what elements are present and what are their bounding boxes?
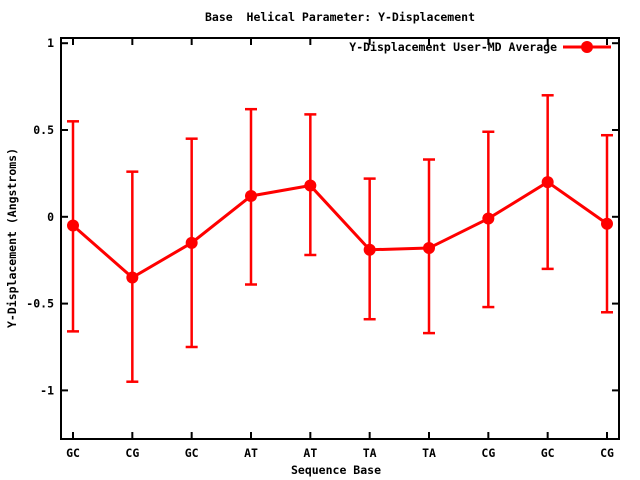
chart-title: Base Helical Parameter: Y-Displacement: [205, 10, 475, 24]
plot-border: [60, 37, 620, 440]
data-point: [245, 189, 257, 202]
y-tick-label: 0: [47, 210, 54, 224]
data-point: [541, 176, 554, 189]
data-point: [126, 271, 139, 284]
plot-area: GC CG GC AT AT TA TA CG GC CG 1 0.5 0 -0.5 -1: [26, 36, 620, 460]
data-point: [601, 217, 613, 230]
data-point: [363, 243, 376, 256]
series-line: [72, 180, 608, 280]
legend-sample-marker-icon: [581, 41, 593, 53]
x-tick-label: CG: [125, 446, 139, 460]
x-axis-label: Sequence Base: [291, 463, 381, 477]
y-axis-label: Y-Displacement (Angstroms): [5, 148, 19, 328]
x-tick-label: GC: [541, 446, 555, 460]
x-tick-label: GC: [185, 446, 199, 460]
y-tick-label: 0.5: [33, 123, 54, 137]
data-point: [482, 212, 495, 225]
legend: Y-Displacement User-MD Average: [349, 40, 611, 54]
y-tick-label: 1: [47, 36, 54, 50]
x-tick-label: TA: [422, 446, 436, 460]
data-point: [304, 179, 317, 192]
x-tick-label: AT: [303, 446, 317, 460]
x-tick-label: AT: [244, 446, 258, 460]
data-point: [185, 236, 198, 249]
y-tick-label: -0.5: [26, 297, 54, 311]
data-point: [67, 219, 79, 232]
x-tick-label: GC: [66, 446, 80, 460]
x-tick-label: CG: [600, 446, 614, 460]
x-tick-label: CG: [481, 446, 495, 460]
x-tick-label: TA: [363, 446, 377, 460]
legend-label: Y-Displacement User-MD Average: [349, 40, 557, 54]
data-point: [423, 242, 435, 255]
y-tick-label: -1: [40, 383, 54, 397]
